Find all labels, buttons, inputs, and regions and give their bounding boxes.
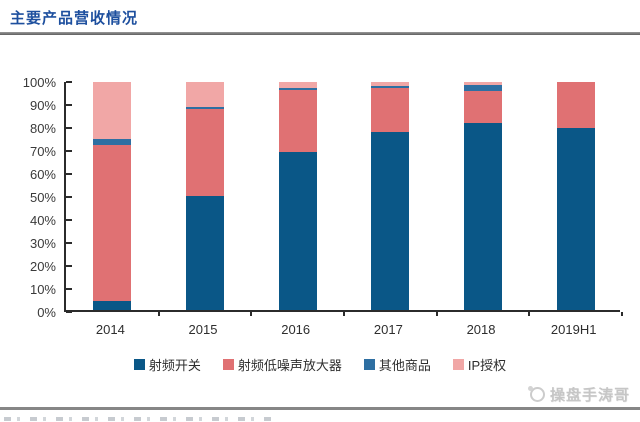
x-tick-label: 2019H1 — [550, 322, 597, 337]
plot-area — [64, 81, 623, 316]
y-tick-label: 0% — [37, 305, 56, 320]
watermark-text: 操盘手涛哥 — [549, 387, 630, 404]
y-tick-label: 30% — [29, 236, 56, 251]
watermark-circle-logo-icon — [527, 386, 545, 402]
bar-segment — [186, 82, 224, 108]
x-tick-label: 2015 — [188, 322, 218, 337]
bar-segment — [371, 87, 410, 133]
title-divider — [0, 32, 640, 35]
chart-legend: 射频开关 射频低噪声放大器 其他商品 IP授权 — [0, 355, 640, 374]
x-tick-label: 2014 — [95, 322, 125, 337]
x-axis-tick — [343, 312, 345, 316]
stacked-bar-2019H1 — [556, 82, 595, 310]
x-axis-tick — [435, 312, 438, 316]
bar-segment — [556, 82, 595, 128]
y-axis-tick — [66, 196, 72, 198]
y-tick-label: 10% — [29, 282, 56, 297]
bar-segment — [278, 87, 317, 90]
bar-segment — [93, 300, 132, 310]
y-tick-label: 80% — [29, 121, 56, 136]
bottom-divider — [0, 407, 640, 410]
bar-segment — [371, 132, 410, 310]
bar-segment — [186, 196, 224, 310]
bar-segment — [278, 151, 317, 310]
bar-segment — [464, 82, 502, 86]
legend-item: 射频低噪声放大器 — [222, 355, 342, 374]
clipped-source-text — [4, 417, 274, 421]
stacked-bar-2014 — [93, 82, 132, 310]
y-tick-label: 20% — [29, 259, 56, 274]
y-axis-tick — [66, 219, 72, 221]
bar-segment — [556, 127, 595, 310]
legend-label: 其他商品 — [378, 358, 431, 373]
bar-segment — [464, 85, 502, 92]
bar-segment — [371, 86, 410, 88]
bar-segment — [464, 123, 502, 310]
y-tick-label: 70% — [29, 144, 56, 159]
x-axis-tick — [250, 312, 253, 316]
y-axis-tick — [66, 150, 72, 152]
y-axis-tick — [66, 242, 72, 244]
y-axis-tick — [66, 104, 72, 106]
y-axis-tick — [66, 81, 72, 83]
x-tick-label: 2016 — [281, 322, 311, 337]
bar-segment — [278, 90, 317, 152]
legend-label: 射频低噪声放大器 — [237, 358, 342, 373]
bar-segment — [93, 144, 132, 301]
y-axis-tick — [66, 127, 72, 129]
legend-swatch-icon — [133, 359, 145, 370]
y-tick-label: 60% — [29, 167, 56, 182]
y-tick-label: 100% — [22, 75, 56, 90]
legend-item: 射频开关 — [133, 355, 201, 374]
legend-swatch-icon — [452, 359, 464, 370]
y-axis-tick — [66, 173, 72, 175]
x-axis-labels: 2014 2015 2016 2017 2018 2019H1 — [64, 322, 620, 337]
stacked-bar-2016 — [278, 82, 317, 310]
legend-swatch-icon — [222, 359, 234, 370]
x-tick-label: 2018 — [466, 322, 496, 337]
bar-segment — [186, 109, 224, 196]
x-axis-tick — [157, 312, 160, 316]
legend-swatch-icon — [363, 359, 375, 370]
legend-item: 其他商品 — [363, 355, 431, 374]
legend-item: IP授权 — [452, 355, 507, 374]
bar-segment — [93, 82, 132, 140]
legend-label: 射频开关 — [148, 358, 201, 373]
stacked-bar-2018 — [464, 82, 502, 310]
watermark: 操盘手涛哥 — [527, 384, 630, 405]
bar-segment — [186, 107, 224, 110]
stacked-bar-2015 — [186, 82, 224, 310]
legend-label: IP授权 — [467, 358, 507, 373]
x-axis-tick — [528, 312, 531, 316]
y-tick-label: 50% — [29, 190, 56, 205]
bar-segment — [464, 91, 502, 124]
y-axis-tick — [66, 288, 72, 290]
bar-segment — [371, 82, 410, 87]
y-tick-label: 90% — [29, 98, 56, 113]
chart-title: 主要产品营收情况 — [10, 10, 139, 27]
y-axis-tick — [66, 265, 72, 267]
y-axis-tick — [66, 311, 72, 313]
x-axis-tick — [621, 312, 623, 316]
stacked-bar-2017 — [371, 82, 410, 310]
bar-segment — [278, 82, 317, 88]
y-tick-label: 40% — [29, 213, 56, 228]
bar-segment — [93, 139, 132, 145]
x-tick-label: 2017 — [373, 322, 403, 337]
